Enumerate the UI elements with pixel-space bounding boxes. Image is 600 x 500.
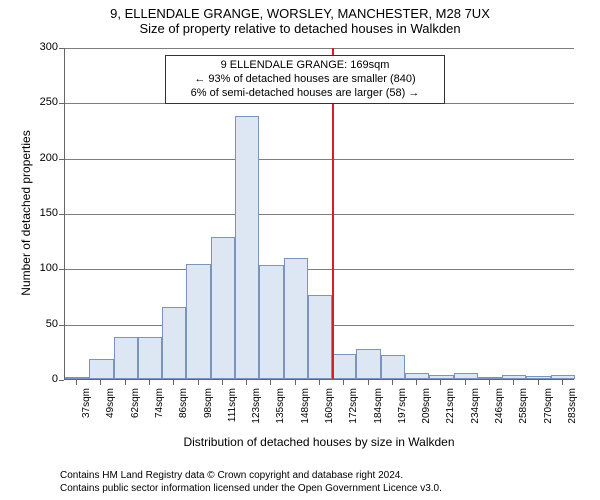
x-tick-mark	[562, 380, 563, 385]
x-tick-label: 62sqm	[130, 388, 141, 428]
x-tick-mark	[513, 380, 514, 385]
x-tick-mark	[538, 380, 539, 385]
x-tick-label: 160sqm	[324, 388, 335, 428]
x-tick-label: 37sqm	[81, 388, 92, 428]
histogram-bar	[162, 307, 186, 379]
chart-infobox: 9 ELLENDALE GRANGE: 169sqm ← 93% of deta…	[165, 55, 445, 104]
x-tick-label: 111sqm	[227, 388, 238, 428]
histogram-bar	[89, 359, 113, 379]
x-tick-mark	[368, 380, 369, 385]
histogram-bar	[138, 337, 162, 379]
x-tick-mark	[440, 380, 441, 385]
x-tick-mark	[295, 380, 296, 385]
histogram-bar	[65, 377, 89, 379]
x-tick-label: 184sqm	[373, 388, 384, 428]
x-tick-mark	[100, 380, 101, 385]
gridline	[65, 48, 574, 49]
y-tick-label: 150	[28, 207, 58, 219]
histogram-bar	[235, 116, 259, 379]
y-tick-mark	[59, 380, 64, 381]
footer-line-2: Contains public sector information licen…	[60, 483, 442, 494]
x-tick-mark	[392, 380, 393, 385]
x-tick-label: 86sqm	[178, 388, 189, 428]
page-title: 9, ELLENDALE GRANGE, WORSLEY, MANCHESTER…	[0, 0, 600, 21]
x-tick-mark	[76, 380, 77, 385]
x-tick-mark	[270, 380, 271, 385]
histogram-bar	[284, 258, 308, 379]
y-tick-label: 250	[28, 96, 58, 108]
x-tick-label: 148sqm	[300, 388, 311, 428]
histogram-bar	[551, 375, 575, 379]
x-tick-mark	[246, 380, 247, 385]
histogram-bar	[526, 376, 550, 379]
histogram-bar	[186, 264, 210, 379]
y-tick-label: 200	[28, 152, 58, 164]
gridline	[65, 214, 574, 215]
histogram-bar	[454, 373, 478, 379]
y-tick-label: 300	[28, 41, 58, 53]
x-tick-label: 209sqm	[421, 388, 432, 428]
x-tick-mark	[198, 380, 199, 385]
y-tick-mark	[59, 48, 64, 49]
x-tick-label: 74sqm	[154, 388, 165, 428]
x-tick-label: 135sqm	[275, 388, 286, 428]
infobox-line-3: 6% of semi-detached houses are larger (5…	[172, 87, 438, 101]
x-tick-label: 197sqm	[397, 388, 408, 428]
x-tick-mark	[173, 380, 174, 385]
gridline	[65, 269, 574, 270]
x-tick-mark	[149, 380, 150, 385]
histogram-bar	[405, 373, 429, 379]
x-tick-label: 172sqm	[348, 388, 359, 428]
footer-line-1: Contains HM Land Registry data © Crown c…	[60, 470, 403, 481]
y-tick-label: 0	[28, 373, 58, 385]
x-tick-mark	[343, 380, 344, 385]
infobox-line-1: 9 ELLENDALE GRANGE: 169sqm	[172, 59, 438, 73]
x-tick-mark	[125, 380, 126, 385]
histogram-bar	[259, 265, 283, 379]
x-tick-mark	[222, 380, 223, 385]
y-tick-mark	[59, 214, 64, 215]
histogram-bar	[356, 349, 380, 379]
x-axis-label: Distribution of detached houses by size …	[64, 435, 574, 449]
histogram-bar	[502, 375, 526, 379]
y-tick-mark	[59, 269, 64, 270]
y-tick-label: 100	[28, 262, 58, 274]
x-tick-label: 246sqm	[494, 388, 505, 428]
x-tick-mark	[416, 380, 417, 385]
x-tick-mark	[465, 380, 466, 385]
histogram-bar	[429, 375, 453, 379]
gridline	[65, 159, 574, 160]
x-tick-label: 221sqm	[445, 388, 456, 428]
histogram-bar	[381, 355, 405, 379]
x-tick-mark	[319, 380, 320, 385]
histogram-bar	[478, 377, 502, 379]
y-tick-mark	[59, 103, 64, 104]
y-tick-mark	[59, 325, 64, 326]
infobox-line-2: ← 93% of detached houses are smaller (84…	[172, 73, 438, 87]
histogram-bar	[308, 295, 332, 379]
y-tick-mark	[59, 159, 64, 160]
x-tick-mark	[489, 380, 490, 385]
x-tick-label: 98sqm	[203, 388, 214, 428]
x-tick-label: 49sqm	[105, 388, 116, 428]
histogram-bar	[114, 337, 138, 379]
y-tick-label: 50	[28, 318, 58, 330]
histogram-bar	[211, 237, 235, 379]
x-tick-label: 270sqm	[543, 388, 554, 428]
histogram-bar	[332, 354, 356, 379]
x-tick-label: 234sqm	[470, 388, 481, 428]
x-tick-label: 258sqm	[518, 388, 529, 428]
page-subtitle: Size of property relative to detached ho…	[0, 21, 600, 36]
x-tick-label: 123sqm	[251, 388, 262, 428]
x-tick-label: 283sqm	[567, 388, 578, 428]
